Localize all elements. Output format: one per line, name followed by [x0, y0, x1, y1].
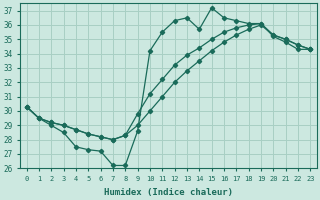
- X-axis label: Humidex (Indice chaleur): Humidex (Indice chaleur): [104, 188, 233, 197]
